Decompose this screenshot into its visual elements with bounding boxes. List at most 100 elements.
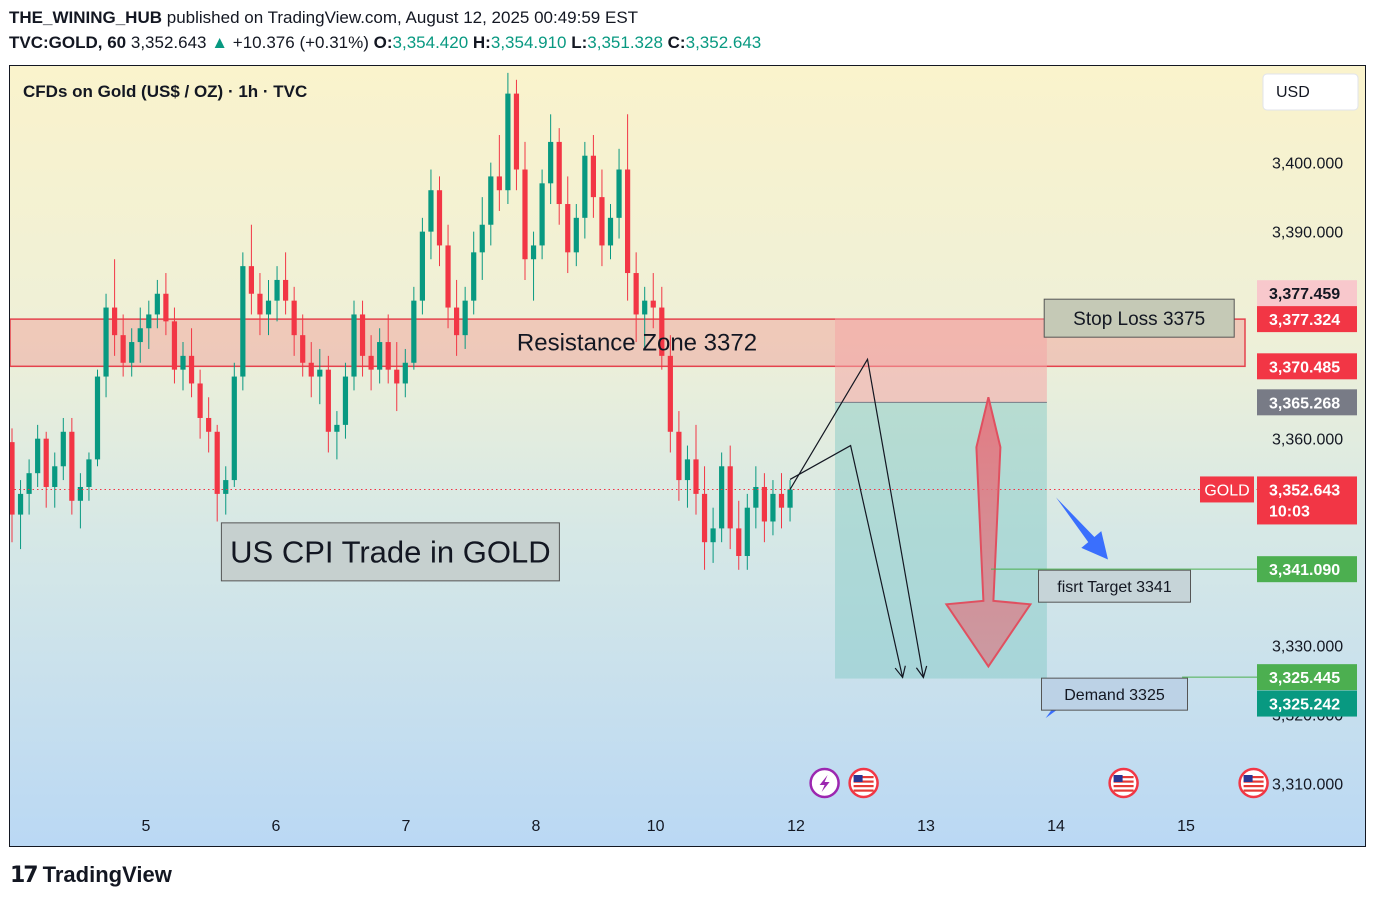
- us-flag-stripe: [1113, 776, 1134, 779]
- candle-body: [171, 321, 178, 370]
- candle-body: [565, 204, 571, 253]
- candle-body: [642, 300, 648, 315]
- y-tick-label-0: 3,310.000: [1272, 777, 1343, 794]
- tradingview-footer[interactable]: 17 TradingView: [10, 860, 172, 890]
- candle-body: [103, 307, 109, 377]
- candle-body: [154, 293, 160, 315]
- high-label: H:: [472, 33, 491, 52]
- candle-body: [590, 155, 596, 198]
- candle-body: [428, 190, 434, 232]
- price-label-4: 3,341.090: [1269, 562, 1340, 579]
- first-target-label-group: fisrt Target 3341: [1038, 569, 1191, 603]
- price-label-box-1: [1257, 306, 1357, 333]
- us-flag-stripe: [853, 789, 874, 792]
- stop-loss-label-box: [1043, 298, 1235, 338]
- us-flag-stripe: [1243, 785, 1264, 788]
- candle-body: [548, 141, 554, 184]
- price-label-0: 3,377.459: [1269, 286, 1340, 303]
- low-label: L:: [571, 33, 588, 52]
- last-price-label: 3,352.643: [1269, 482, 1340, 499]
- brand-name: TradingView: [42, 862, 172, 887]
- open-label: O:: [373, 33, 393, 52]
- candle-body: [283, 279, 289, 301]
- candle-body: [761, 486, 767, 522]
- candle-body: [351, 314, 357, 377]
- countdown-label: 10:03: [1269, 503, 1310, 520]
- candle-body: [60, 431, 66, 467]
- candle-body: [505, 93, 511, 191]
- candle-body: [291, 300, 297, 336]
- x-tick-label-8: 15: [1177, 818, 1195, 835]
- candle-body: [719, 466, 725, 529]
- candle-body: [197, 383, 203, 418]
- candle-body: [607, 217, 614, 246]
- candle-body: [120, 335, 126, 363]
- price-label-box-6: [1257, 690, 1357, 717]
- price-label-5: 3,325.445: [1269, 670, 1340, 687]
- y-tick-label-4: 3,390.000: [1272, 225, 1343, 242]
- close-value: 3,352.643: [685, 33, 762, 52]
- candle-body: [17, 493, 24, 515]
- candle-body: [650, 300, 656, 308]
- candle-body: [599, 197, 605, 246]
- up-triangle-icon: ▲: [211, 33, 229, 52]
- candle-body: [206, 417, 212, 432]
- candle-body: [419, 231, 425, 301]
- candle-body: [112, 307, 118, 336]
- us-flag-stripe: [853, 785, 874, 788]
- open-value: 3,354.420: [392, 33, 469, 52]
- us-flag-icon-group-2: [1108, 767, 1139, 799]
- candle-body: [753, 486, 759, 508]
- candle-body: [69, 431, 75, 501]
- zones-layer: [10, 318, 1246, 679]
- resistance-zone-label: Resistance Zone 3372: [517, 330, 757, 357]
- candle-body: [454, 307, 460, 336]
- us-flag-icon: [1108, 767, 1139, 799]
- us-flag-canton: [1243, 775, 1253, 782]
- candle-body: [778, 493, 785, 508]
- candle-body: [513, 93, 520, 170]
- projection-arrowhead-1: [915, 665, 928, 679]
- symbol-name: TVC:GOLD, 60: [9, 33, 127, 52]
- x-tick-label-5: 12: [787, 818, 805, 835]
- currency-box: [1262, 73, 1359, 111]
- candle-body: [214, 431, 220, 494]
- candle-body: [248, 266, 254, 294]
- drawings-layer: Stop Loss 3375 US CPI Trade in GOLD fisrt …: [10, 298, 1269, 799]
- y-tick-label-5: 3,400.000: [1272, 156, 1343, 173]
- candle-body: [445, 245, 451, 308]
- candle-body: [394, 369, 400, 384]
- us-flag-stripe: [853, 780, 874, 783]
- axis-layer: CFDs on Gold (US$ / OZ) · 1h · TVC USD 3,3…: [23, 73, 1359, 835]
- candle-body: [325, 369, 331, 432]
- trade-title-label-group: US CPI Trade in GOLD: [220, 522, 560, 582]
- candle-body: [10, 442, 15, 515]
- candle-body: [684, 459, 691, 481]
- candle-body: [223, 480, 229, 494]
- gold-symbol-label: GOLD: [1204, 482, 1249, 499]
- x-tick-label-0: 5: [142, 818, 151, 835]
- price-label-2: 3,370.485: [1269, 359, 1340, 376]
- blue-arrow-first-target: [1056, 497, 1108, 560]
- candle-body: [471, 252, 477, 301]
- price-label-box-4: [1257, 556, 1357, 583]
- x-tick-label-3: 8: [532, 818, 541, 835]
- us-flag-stripe: [1243, 780, 1264, 783]
- candle-body: [265, 300, 272, 315]
- candle-body: [77, 486, 83, 501]
- candle-body: [770, 493, 776, 522]
- first-target-label-text: fisrt Target 3341: [1057, 579, 1172, 596]
- candle-body: [402, 362, 408, 384]
- candle-body: [180, 355, 186, 370]
- us-flag-canton: [853, 775, 863, 782]
- candle-body: [676, 431, 682, 481]
- candle-body: [522, 169, 528, 260]
- candle-body: [573, 217, 579, 253]
- trade-title-label-text: US CPI Trade in GOLD: [230, 535, 550, 570]
- chart-area[interactable]: Stop Loss 3375 US CPI Trade in GOLD fisrt …: [9, 65, 1366, 847]
- candle-body: [727, 466, 733, 529]
- price-chart[interactable]: Stop Loss 3375 US CPI Trade in GOLD fisrt …: [10, 66, 1366, 847]
- take-profit-box: [835, 402, 1047, 679]
- candle-body: [582, 155, 588, 218]
- candle-body: [539, 183, 545, 246]
